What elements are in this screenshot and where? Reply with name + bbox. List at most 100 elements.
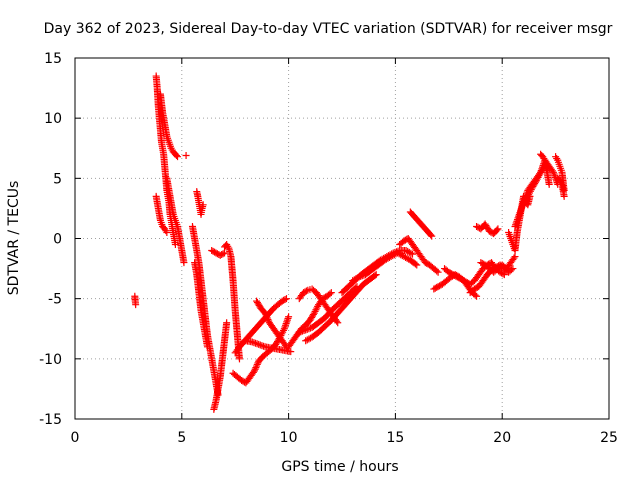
data-point	[283, 318, 291, 326]
data-point	[171, 241, 179, 249]
data-series-segment	[295, 283, 361, 336]
data-point	[310, 309, 318, 317]
x-tick-label: 0	[71, 430, 80, 446]
data-point	[428, 232, 436, 240]
data-point	[279, 328, 287, 336]
data-series-segment	[182, 151, 190, 159]
data-point	[255, 340, 263, 348]
data-point	[560, 192, 568, 200]
data-series-segment	[163, 174, 188, 267]
data-series-segment	[156, 90, 182, 161]
x-tick-label: 20	[493, 430, 511, 446]
data-point	[526, 189, 534, 197]
x-tick-label: 5	[177, 430, 186, 446]
data-point	[515, 212, 523, 220]
x-axis-label: GPS time / hours	[281, 459, 398, 475]
data-point	[248, 338, 256, 346]
data-point	[235, 355, 243, 363]
data-point	[261, 309, 269, 317]
data-series-segment	[349, 249, 421, 285]
data-point	[203, 343, 211, 351]
data-point	[253, 362, 261, 370]
data-series-segment	[302, 271, 380, 345]
data-point	[511, 253, 519, 261]
data-point	[282, 321, 290, 329]
data-point	[250, 339, 258, 347]
data-point	[524, 192, 532, 200]
data-series-segment	[131, 292, 140, 309]
y-tick-label: -10	[39, 352, 62, 368]
data-series-segment	[210, 319, 231, 413]
data-point	[518, 202, 526, 210]
data-point	[298, 327, 306, 335]
data-point	[287, 348, 295, 356]
data-point	[281, 295, 289, 303]
y-tick-label: 15	[44, 51, 62, 67]
data-point	[283, 316, 291, 324]
data-point	[280, 325, 288, 333]
data-series-segment	[191, 259, 211, 351]
data-point	[263, 314, 271, 322]
data-point	[182, 151, 190, 159]
data-point	[333, 317, 341, 325]
data-series-segment	[473, 220, 502, 238]
y-tick-label: -15	[39, 412, 62, 428]
data-series-segment	[193, 188, 207, 218]
data-point	[358, 272, 366, 280]
data-point	[513, 217, 521, 225]
data-point	[434, 268, 442, 276]
data-point	[357, 272, 365, 280]
data-series-segment	[229, 313, 293, 387]
x-tick-label: 10	[280, 430, 298, 446]
data-point	[512, 221, 520, 229]
data-point	[300, 327, 308, 335]
data-point	[371, 272, 379, 280]
data-series-segment	[441, 259, 508, 288]
data-point	[518, 204, 526, 212]
data-point	[285, 313, 293, 321]
data-point	[519, 200, 527, 208]
data-point	[534, 173, 542, 181]
chart-title: Day 362 of 2023, Sidereal Day-to-day VTE…	[44, 21, 613, 37]
data-point	[327, 289, 335, 297]
data-point	[510, 254, 518, 262]
data-point	[263, 312, 271, 320]
data-point	[295, 328, 303, 336]
data-point	[526, 187, 534, 195]
data-point	[411, 260, 419, 268]
data-point	[326, 290, 334, 298]
data-point	[281, 323, 289, 331]
data-point	[251, 339, 259, 347]
data-point	[297, 328, 305, 336]
data-point	[493, 226, 501, 234]
y-tick-label: 5	[53, 171, 62, 187]
ticks: 0 5 10 15 20 25 -15 -10 -5 0 5 10 15	[39, 51, 618, 446]
data-point	[408, 250, 416, 258]
data-series-segment	[221, 241, 243, 363]
data-point	[511, 222, 519, 230]
data-point	[550, 170, 558, 178]
data-point	[517, 207, 525, 215]
data-point	[282, 295, 290, 303]
data-point	[545, 180, 553, 188]
data-point	[433, 267, 441, 275]
data-point	[533, 175, 541, 183]
data-point	[264, 316, 272, 324]
data-point	[253, 340, 261, 348]
data-point	[499, 270, 507, 278]
data-point	[500, 271, 508, 279]
data-point	[512, 219, 520, 227]
data-series-segment	[554, 174, 568, 200]
data-point	[525, 191, 533, 199]
data-point	[219, 250, 227, 258]
y-tick-label: 0	[53, 232, 62, 248]
data-point	[427, 231, 435, 239]
data-point	[302, 287, 310, 295]
data-series-segment	[406, 208, 436, 240]
data-point	[180, 259, 188, 267]
data-point	[514, 214, 522, 222]
data-point	[282, 320, 290, 328]
y-tick-label: 10	[44, 111, 62, 127]
data-point	[262, 311, 270, 319]
